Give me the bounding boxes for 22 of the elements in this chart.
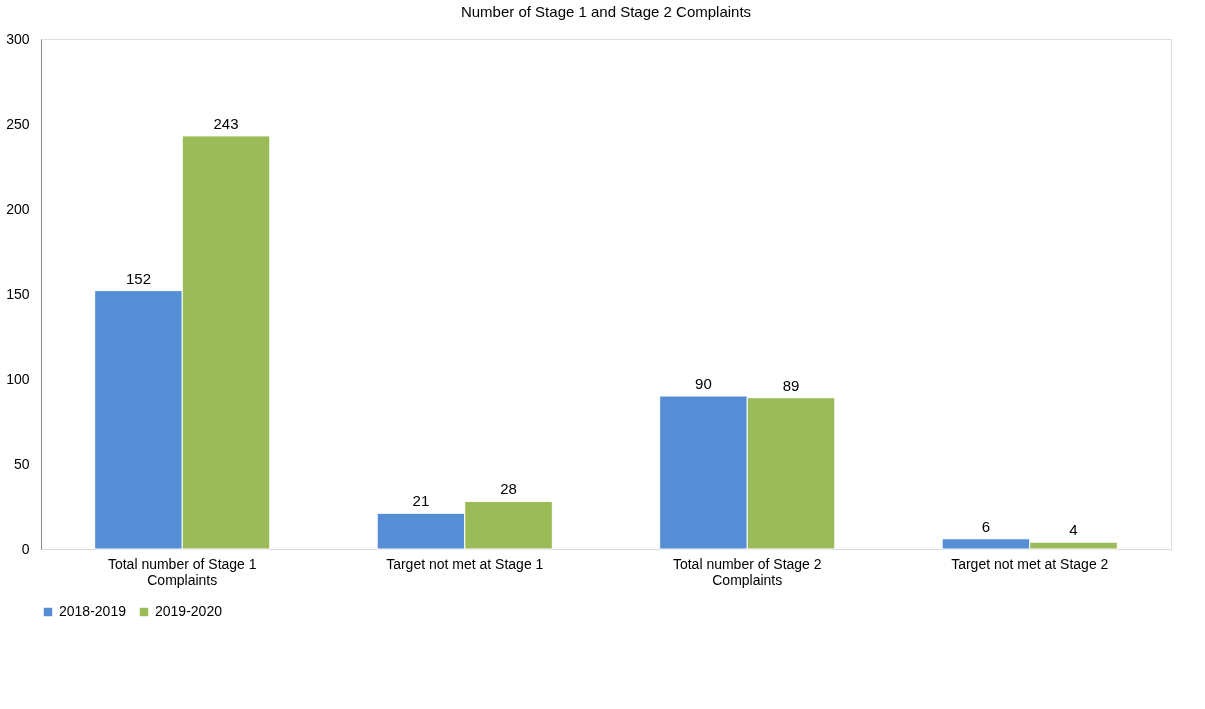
y-tick-label: 150	[6, 285, 30, 302]
y-tick-label: 300	[6, 30, 30, 47]
data-label: 89	[782, 376, 800, 394]
y-tick-label: 50	[13, 455, 30, 472]
legend-label: 2018-2019	[59, 603, 127, 619]
y-tick-label: 250	[6, 115, 30, 132]
chart-title: Number of Stage 1 and Stage 2 Complaints	[460, 3, 752, 20]
y-tick-label: 200	[6, 200, 30, 217]
y-tick-label: 0	[21, 540, 30, 557]
data-label: 28	[500, 480, 517, 498]
legend-label: 2019-2020	[155, 603, 223, 619]
data-label: 4	[1069, 521, 1078, 539]
x-tick-label: Total number of Stage 2 Complaints	[672, 555, 822, 588]
data-label: 152	[125, 269, 151, 287]
y-tick-label: 100	[6, 370, 30, 387]
data-label: 6	[981, 517, 991, 535]
x-tick-label: Target not met at Stage 2	[951, 555, 1109, 572]
data-label: 21	[412, 492, 430, 510]
x-tick-label: Total number of Stage 1 Complaints	[107, 555, 257, 588]
x-tick-label: Target not met at Stage 1	[386, 555, 544, 572]
data-label: 90	[695, 375, 712, 392]
data-label: 243	[213, 114, 239, 132]
